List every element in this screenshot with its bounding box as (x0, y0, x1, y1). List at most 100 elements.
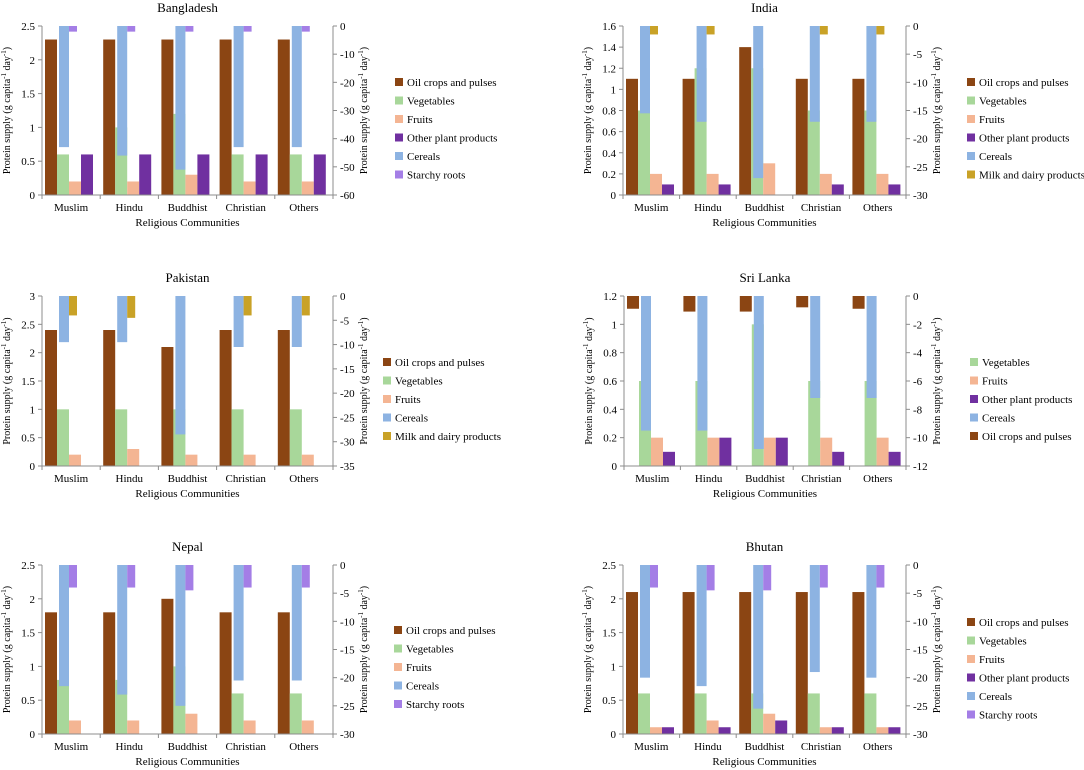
bar-milk-and-dairy-products (301, 296, 310, 316)
bar-fruits (69, 454, 81, 466)
bar-fruits (819, 173, 832, 195)
bar-vegetables (694, 693, 707, 734)
legend-label: Fruits (395, 394, 421, 406)
bar-other-plant-products (139, 154, 152, 195)
right-axis-tick-label: -5 (340, 588, 350, 600)
bar-oil-crops-and-pulses (627, 296, 639, 309)
x-tick-label: Hindu (116, 202, 144, 214)
left-axis-tick-label: 2.5 (21, 319, 35, 331)
bar-starchy-roots (127, 565, 136, 588)
bar-fruits (243, 454, 256, 466)
chart-title: Pakistan (165, 270, 210, 285)
bar-vegetables (807, 693, 820, 734)
bar-cereals (175, 296, 186, 435)
legend-swatch-fruits (967, 115, 975, 123)
left-axis-tick-label: 2.5 (602, 560, 616, 572)
bar-oil-crops-and-pulses (103, 612, 116, 734)
bar-cereals (233, 296, 244, 347)
bar-cereals (866, 296, 877, 398)
bar-starchy-roots (763, 565, 772, 591)
right-axis-tick-label: -20 (340, 673, 355, 685)
bar-cereals (810, 296, 821, 398)
bar-milk-and-dairy-products (706, 26, 715, 35)
right-axis-tick-label: -30 (340, 106, 355, 118)
legend-label: Fruits (979, 114, 1005, 126)
bar-fruits (243, 720, 256, 734)
legend-label: Oil crops and pulses (407, 77, 497, 89)
left-axis-tick-label: 1.5 (21, 628, 35, 640)
left-axis-tick-label: 1.5 (21, 376, 35, 388)
right-axis-tick-label: -35 (340, 461, 355, 473)
right-axis-tick-label: -5 (913, 49, 923, 61)
bar-oil-crops-and-pulses (683, 296, 696, 312)
bar-oil-crops-and-pulses (626, 78, 638, 195)
x-tick-label: Christian (226, 473, 267, 485)
right-axis-tick-label: 0 (340, 291, 346, 303)
legend-label: Vegetables (982, 357, 1030, 369)
left-axis-tick-label: 0.4 (602, 148, 616, 160)
bar-other-plant-products (81, 154, 93, 195)
left-axis-tick-label: 2 (30, 348, 36, 360)
legend-swatch-oil-crops-and-pulses (970, 432, 978, 440)
bar-starchy-roots (301, 26, 310, 32)
x-axis-label: Religious Communities (712, 756, 816, 768)
bar-other-plant-products (775, 437, 788, 466)
bar-vegetables (115, 409, 128, 466)
bar-oil-crops-and-pulses (682, 592, 695, 734)
bar-other-plant-products (832, 451, 845, 466)
bar-fruits (650, 727, 662, 734)
legend-label: Cereals (982, 413, 1015, 425)
x-tick-label: Others (289, 741, 318, 753)
bar-milk-and-dairy-products (69, 296, 77, 316)
bar-starchy-roots (706, 565, 715, 591)
legend-label: Cereals (395, 413, 428, 425)
legend-swatch-milk-and-dairy-products (383, 432, 391, 440)
panel-pakistan: Pakistan 0 0.5 1 1.5 2 2.5 3 -35 -30 -25 -20 -15 -10 -… (0, 270, 501, 500)
left-axis-tick-label: 1.6 (602, 21, 616, 33)
x-tick-label: Buddhist (168, 473, 208, 485)
bar-other-plant-products (197, 154, 210, 195)
bar-fruits (185, 713, 198, 734)
right-axis-label: Protein supply (g capita-1 day-1) (930, 47, 943, 174)
bar-oil-crops-and-pulses (277, 39, 290, 195)
legend-swatch-fruits (394, 663, 402, 671)
left-axis-tick-label: 0.5 (21, 156, 35, 168)
x-tick-label: Christian (226, 202, 267, 214)
legend-label: Other plant products (982, 394, 1072, 406)
right-axis-tick-label: -25 (340, 412, 355, 424)
bar-oil-crops-and-pulses (796, 296, 809, 308)
x-tick-label: Muslim (54, 202, 89, 214)
bar-other-plant-products (255, 154, 268, 195)
x-tick-label: Muslim (634, 202, 669, 214)
bar-other-plant-products (888, 727, 901, 734)
legend-label: Fruits (407, 114, 433, 126)
bar-fruits (876, 437, 889, 466)
bar-other-plant-products (663, 451, 675, 466)
bar-fruits (819, 727, 832, 734)
right-axis-tick-label: -40 (340, 134, 355, 146)
bar-starchy-roots (185, 565, 194, 591)
right-axis-tick-label: 0 (913, 21, 919, 33)
bar-oil-crops-and-pulses (795, 592, 808, 734)
x-tick-label: Others (863, 741, 892, 753)
bar-cereals (866, 565, 877, 678)
right-axis-tick-label: -15 (913, 106, 928, 118)
x-tick-label: Others (863, 473, 892, 485)
x-axis-label: Religious Communities (135, 217, 239, 229)
x-tick-label: Christian (801, 473, 842, 485)
right-axis-tick-label: 0 (340, 560, 346, 572)
bar-fruits (243, 181, 256, 195)
bar-starchy-roots (301, 565, 310, 588)
bar-other-plant-products (719, 437, 732, 466)
right-axis-tick-label: 0 (913, 291, 919, 303)
legend-swatch-cereals (970, 413, 978, 422)
right-axis-tick-label: -30 (913, 729, 928, 741)
bar-starchy-roots (650, 565, 658, 588)
legend-label: Oil crops and pulses (395, 357, 485, 369)
legend-swatch-fruits (970, 376, 978, 385)
bar-other-plant-products (831, 184, 844, 195)
left-axis-tick-label: 0 (30, 190, 36, 202)
bar-cereals (175, 26, 186, 170)
legend-label: Vegetables (407, 96, 455, 108)
panel-nepal: Nepal 0 0.5 1 1.5 2 2.5 -30 -25 -20 -15 -10 -5 0 Musli… (0, 539, 496, 768)
